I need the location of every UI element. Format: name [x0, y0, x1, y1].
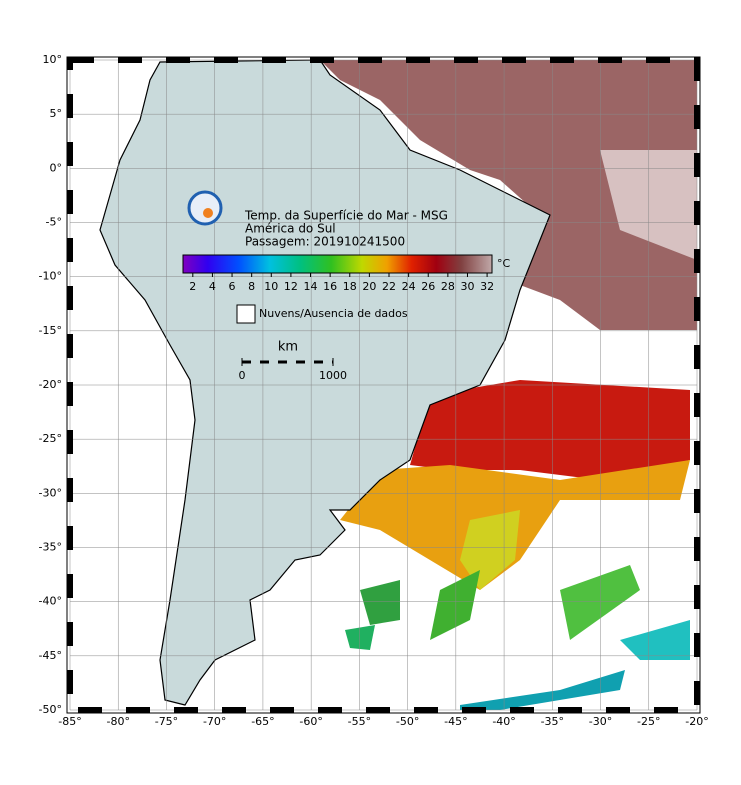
lat-tick-label: -30° [39, 486, 62, 499]
colorbar-tick-label: 20 [362, 280, 376, 293]
lat-tick-label: -10° [39, 270, 62, 283]
lat-tick-label: -20° [39, 378, 62, 391]
title: Temp. da Superfície do Mar - MSG [244, 209, 448, 223]
colorbar-tick-label: 6 [229, 280, 236, 293]
colorbar-tick-label: 10 [264, 280, 278, 293]
grid [69, 59, 698, 711]
colorbar-tick-label: 32 [480, 280, 494, 293]
lon-tick-label: -20° [685, 715, 708, 728]
pass-time: Passagem: 201910241500 [245, 235, 405, 249]
lon-tick-label: -65° [251, 715, 274, 728]
colorbar-tick-label: 26 [421, 280, 435, 293]
colorbar-unit: °C [497, 257, 511, 270]
colorbar-tick-label: 14 [304, 280, 318, 293]
lat-tick-label: -45° [39, 649, 62, 662]
lat-tick-label: -35° [39, 541, 62, 554]
lat-tick-label: -15° [39, 324, 62, 337]
lat-tick-label: -5° [46, 216, 62, 229]
lat-tick-label: -40° [39, 595, 62, 608]
colorbar-tick-label: 12 [284, 280, 298, 293]
colorbar-tick-label: 16 [323, 280, 337, 293]
lat-tick-label: 10° [43, 53, 63, 66]
lat-tick-label: -50° [39, 703, 62, 716]
lon-tick-label: -60° [299, 715, 322, 728]
lat-tick-label: 0° [50, 161, 63, 174]
lon-tick-label: -35° [541, 715, 564, 728]
lon-tick-label: -50° [396, 715, 419, 728]
colorbar-tick-label: 2 [189, 280, 196, 293]
scale-unit: km [278, 340, 298, 355]
lon-tick-label: -85° [58, 715, 81, 728]
no-data-label: Nuvens/Ausencia de dados [259, 307, 408, 320]
lon-tick-label: -25° [637, 715, 660, 728]
frame-outline [66, 56, 701, 714]
colorbar-tick-label: 18 [343, 280, 357, 293]
sst-field [320, 60, 697, 710]
scale-tick-label: 0 [239, 369, 246, 382]
colorbar-tick-label: 8 [248, 280, 255, 293]
lon-tick-label: -55° [348, 715, 371, 728]
lon-tick-label: -45° [444, 715, 467, 728]
no-data-swatch [236, 304, 256, 324]
colorbar-tick-label: 24 [402, 280, 416, 293]
subtitle: América do Sul [245, 222, 336, 236]
lat-tick-label: 5° [50, 107, 63, 120]
colorbar [182, 254, 493, 274]
logo [187, 190, 223, 226]
colorbar-tick-label: 28 [441, 280, 455, 293]
frame [67, 57, 700, 713]
lon-tick-label: -30° [589, 715, 612, 728]
scale-tick-label: 1000 [319, 369, 347, 382]
colorbar-tick-label: 4 [209, 280, 216, 293]
colorbar-tick-label: 30 [460, 280, 474, 293]
lon-tick-label: -70° [203, 715, 226, 728]
lon-tick-label: -75° [155, 715, 178, 728]
lat-tick-label: -25° [39, 432, 62, 445]
lon-tick-label: -80° [106, 715, 129, 728]
lon-tick-label: -40° [492, 715, 515, 728]
colorbar-tick-label: 22 [382, 280, 396, 293]
